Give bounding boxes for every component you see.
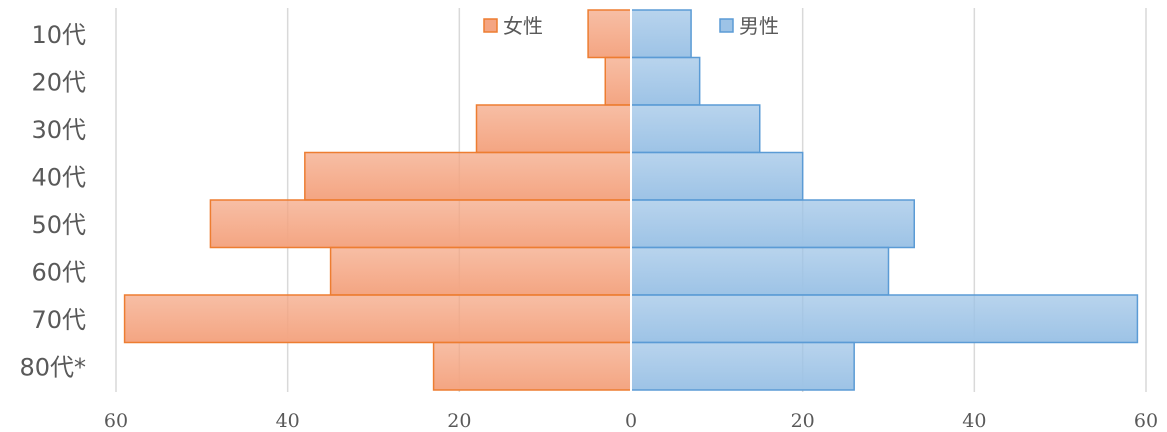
- bar-male-2: [630, 104, 761, 154]
- x-tick-label-0: 60: [104, 410, 128, 432]
- legend-swatch-0: [483, 18, 498, 33]
- bar-male-5: [630, 246, 890, 296]
- bar-female-4: [209, 199, 632, 249]
- x-tick-label-3: 0: [625, 410, 637, 432]
- bar-male-1: [630, 56, 701, 106]
- bar-male-6: [630, 294, 1139, 344]
- bar-female-5: [329, 246, 632, 296]
- bar-female-1: [604, 56, 632, 106]
- x-tick-label-4: 20: [791, 410, 815, 432]
- bar-female-0: [587, 9, 632, 59]
- category-label-3: 40代: [31, 163, 86, 191]
- x-tick-label-2: 20: [447, 410, 471, 432]
- category-label-4: 50代: [31, 211, 86, 239]
- category-label-0: 10代: [31, 21, 86, 49]
- bar-male-3: [630, 151, 804, 201]
- x-tick-label-5: 40: [962, 410, 986, 432]
- category-label-2: 30代: [31, 116, 86, 144]
- x-tick-label-1: 40: [276, 410, 300, 432]
- category-label-5: 60代: [31, 258, 86, 286]
- legend-label-0: 女性: [503, 14, 543, 38]
- bar-female-3: [304, 151, 632, 201]
- bar-male-0: [630, 9, 692, 59]
- x-tick-label-6: 60: [1134, 410, 1158, 432]
- bar-male-4: [630, 199, 915, 249]
- category-label-7: 80代*: [19, 353, 86, 381]
- category-label-6: 70代: [31, 306, 86, 334]
- bar-female-6: [123, 294, 632, 344]
- bar-male-7: [630, 341, 855, 391]
- legend-swatch-1: [719, 18, 734, 33]
- legend-label-1: 男性: [739, 14, 779, 38]
- bar-female-2: [475, 104, 632, 154]
- bar-female-7: [432, 341, 632, 391]
- category-label-1: 20代: [31, 68, 86, 96]
